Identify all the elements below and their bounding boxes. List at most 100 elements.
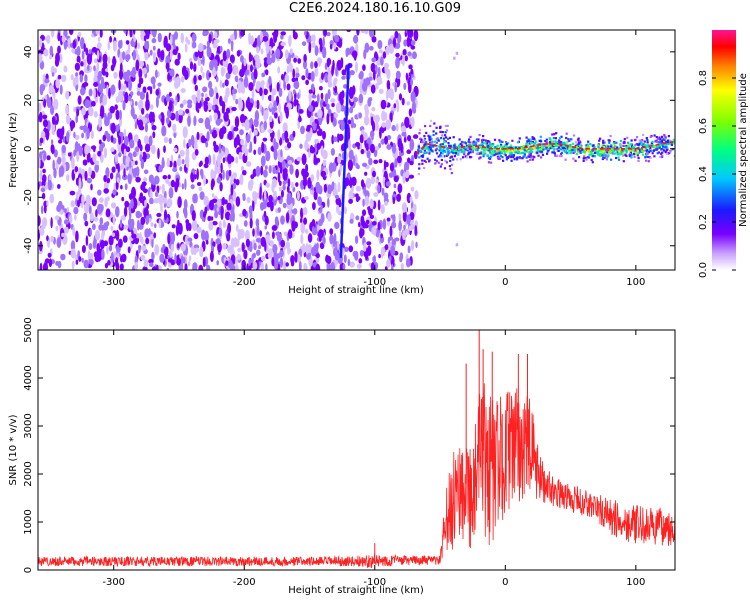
heatmap-noise-cell xyxy=(320,170,327,178)
heatmap-noise-cell xyxy=(275,48,281,60)
heatmap-noise-cell xyxy=(373,159,379,164)
heatmap-signal-cell xyxy=(563,141,566,144)
heatmap-noise-cell xyxy=(211,178,215,188)
heatmap-noise-cell xyxy=(300,233,304,245)
heatmap-signal-cell xyxy=(429,146,433,149)
heatmap-signal-cell xyxy=(653,145,657,148)
heatmap-signal-cell xyxy=(458,138,461,141)
heatmap-noise-cell xyxy=(200,135,206,144)
heatmap-noise-cell xyxy=(151,124,157,131)
heatmap-signal-cell xyxy=(501,147,504,150)
heatmap-signal-cell xyxy=(598,139,601,142)
heatmap-signal-cell xyxy=(536,146,539,149)
heatmap-noise-cell xyxy=(73,206,79,215)
heatmap-noise-cell xyxy=(383,192,389,200)
heatmap-noise-cell xyxy=(135,59,140,72)
snr-x-axis-label: Height of straight line (km) xyxy=(288,585,424,596)
heatmap-noise-cell xyxy=(230,41,234,52)
heatmap-noise-cell xyxy=(107,260,111,266)
heatmap-noise-cell xyxy=(391,239,396,246)
heatmap-noise-cell xyxy=(393,183,397,189)
heatmap-noise-cell xyxy=(391,142,397,154)
heatmap-noise-cell xyxy=(117,252,120,260)
heatmap-signal-cell xyxy=(615,156,618,160)
heatmap-noise-cell xyxy=(121,196,125,202)
heatmap-noise-cell xyxy=(280,149,283,158)
heatmap-noise-cell xyxy=(349,106,354,114)
heatmap-noise-cell xyxy=(88,88,93,97)
heatmap-noise-cell xyxy=(184,178,187,190)
heatmap-signal-cell xyxy=(631,143,634,146)
heatmap-vertical-streak xyxy=(339,63,350,258)
heatmap-signal-cell xyxy=(471,151,475,154)
heatmap-noise-cell xyxy=(70,74,74,81)
heatmap-noise-cell xyxy=(126,69,131,78)
heatmap-noise-cell xyxy=(337,155,342,164)
heatmap-signal-cell xyxy=(587,140,590,143)
heatmap-signal-cell xyxy=(612,142,615,145)
heatmap-noise-cell xyxy=(50,30,55,38)
heatmap-noise-cell xyxy=(123,30,127,34)
heatmap-noise-cell xyxy=(369,198,374,209)
heatmap-signal-cell xyxy=(448,152,451,155)
heatmap-noise-cell xyxy=(274,216,279,226)
heatmap-signal-cell xyxy=(630,156,633,159)
heatmap-signal-cell xyxy=(589,143,592,146)
heatmap-noise-cell xyxy=(264,240,267,252)
heatmap-noise-cell xyxy=(109,172,114,180)
heatmap-noise-cell xyxy=(320,92,324,100)
heatmap-noise-cell xyxy=(39,262,43,270)
heatmap-signal-cell xyxy=(488,140,491,143)
heatmap-signal-cell xyxy=(586,156,589,159)
y-tick-label: 5000 xyxy=(23,317,34,342)
heatmap-signal-cell xyxy=(551,151,554,154)
heatmap-noise-cell xyxy=(180,32,185,44)
heatmap-noise-cell xyxy=(84,220,89,227)
heatmap-noise-cell xyxy=(265,150,271,162)
heatmap-signal-cell xyxy=(626,136,629,139)
heatmap-noise-cell xyxy=(56,237,62,248)
heatmap-noise-cell xyxy=(341,69,347,76)
heatmap-noise-cell xyxy=(118,79,121,91)
heatmap-noise-cell xyxy=(198,117,204,124)
heatmap-signal-cell xyxy=(479,152,482,155)
heatmap-noise-cell xyxy=(206,131,210,142)
heatmap-noise-cell xyxy=(219,45,223,53)
heatmap-signal-cell xyxy=(472,140,475,143)
heatmap-noise-cell xyxy=(292,68,296,79)
heatmap-signal-cell xyxy=(655,139,658,142)
heatmap-signal-cell xyxy=(420,139,423,142)
heatmap-noise-cell xyxy=(331,102,335,108)
heatmap-noise-cell xyxy=(394,30,399,39)
heatmap-noise-cell xyxy=(307,177,312,189)
spectrogram-y-axis-label: Frequency (Hz) xyxy=(8,112,19,188)
heatmap-signal-cell xyxy=(585,144,588,147)
heatmap-noise-cell xyxy=(145,98,150,111)
heatmap-noise-cell xyxy=(60,253,66,261)
heatmap-noise-cell xyxy=(291,197,294,204)
heatmap-signal-cell xyxy=(469,135,472,138)
heatmap-signal-cell xyxy=(606,155,609,159)
heatmap-noise-cell xyxy=(250,36,254,45)
heatmap-noise-cell xyxy=(105,221,110,227)
heatmap-noise-cell xyxy=(40,187,46,193)
heatmap-noise-cell xyxy=(114,104,118,110)
heatmap-noise-cell xyxy=(143,35,147,42)
heatmap-signal-cell xyxy=(622,152,625,155)
heatmap-noise-cell xyxy=(135,146,140,153)
heatmap-noise-cell xyxy=(67,152,72,157)
heatmap-signal-cell xyxy=(630,145,633,148)
heatmap-noise-cell xyxy=(172,123,177,132)
heatmap-noise-cell xyxy=(333,112,339,119)
heatmap-signal-cell xyxy=(574,141,577,144)
heatmap-noise-cell xyxy=(76,55,81,64)
heatmap-noise-cell xyxy=(301,41,307,46)
heatmap-signal-cell xyxy=(438,149,441,152)
heatmap-signal-cell xyxy=(521,148,524,151)
heatmap-noise-cell xyxy=(259,87,263,97)
heatmap-signal-cell xyxy=(602,152,605,155)
heatmap-signal-cell xyxy=(555,144,559,147)
heatmap-noise-cell xyxy=(406,101,411,106)
heatmap-noise-cell xyxy=(311,226,315,235)
